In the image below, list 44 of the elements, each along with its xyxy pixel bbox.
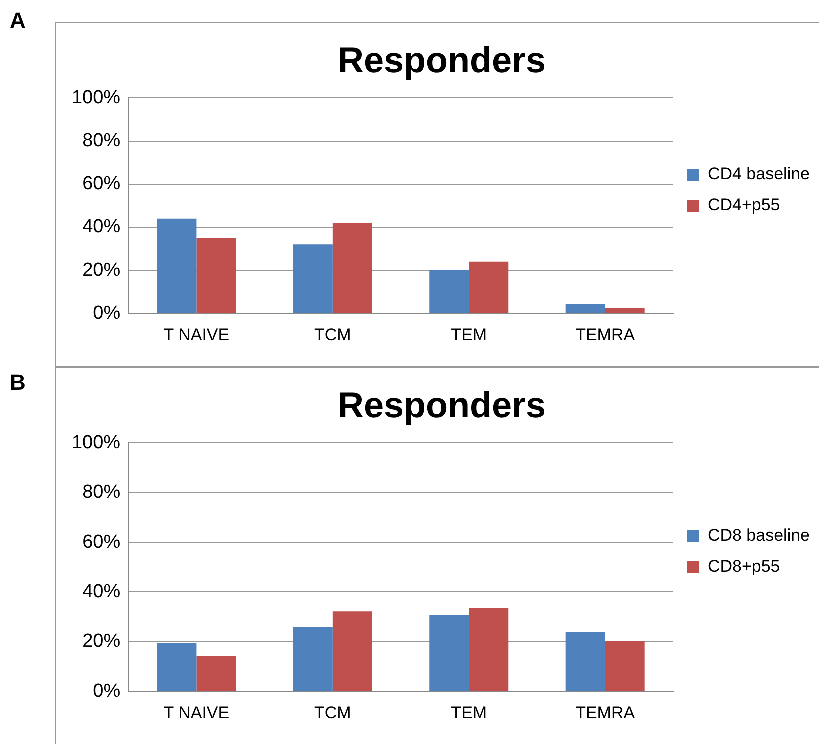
bar (605, 641, 645, 692)
bar (566, 632, 606, 692)
bar (293, 628, 333, 692)
y-tick-label: 60% (82, 532, 121, 553)
x-tick-label: TEMRA (576, 703, 636, 722)
bar (196, 656, 236, 692)
y-tick-label: 40% (82, 216, 121, 238)
bar (430, 270, 470, 314)
legend-label: CD4 baseline (708, 164, 810, 184)
legend-label: CD8 baseline (708, 526, 810, 546)
x-tick-label: T NAIVE (164, 325, 230, 344)
y-tick-label: 20% (82, 631, 121, 652)
x-tick-label: TEM (451, 325, 488, 344)
y-tick-label: 0% (93, 680, 121, 702)
y-tick-label: 0% (93, 302, 121, 324)
legend-label: CD4+p55 (708, 196, 780, 215)
bar (196, 238, 236, 314)
chart-title: Responders (338, 384, 546, 426)
bar (293, 244, 333, 314)
x-tick-label: TCM (314, 703, 352, 722)
bar (469, 262, 509, 314)
text: B (10, 370, 26, 396)
y-tick-label: 40% (82, 581, 121, 602)
text: A (10, 8, 26, 34)
bar (332, 612, 372, 692)
bar (566, 304, 606, 314)
bar (157, 643, 197, 692)
bar (157, 218, 197, 314)
chart-title: Responders (338, 40, 546, 81)
y-tick-label: 100% (72, 87, 121, 108)
bar (605, 308, 645, 314)
y-tick-label: 60% (82, 174, 121, 195)
bar (332, 223, 372, 314)
y-tick-label: 100% (72, 432, 121, 454)
y-tick-label: 80% (82, 482, 121, 504)
x-tick-label: TEM (451, 703, 488, 722)
bar (469, 608, 509, 692)
x-tick-label: T NAIVE (164, 703, 230, 722)
y-tick-label: 80% (82, 130, 121, 152)
legend-label: CD8+p55 (708, 557, 780, 576)
x-tick-label: TEMRA (576, 325, 636, 344)
y-tick-label: 20% (82, 260, 121, 281)
bar (430, 615, 470, 692)
x-tick-label: TCM (314, 325, 352, 344)
